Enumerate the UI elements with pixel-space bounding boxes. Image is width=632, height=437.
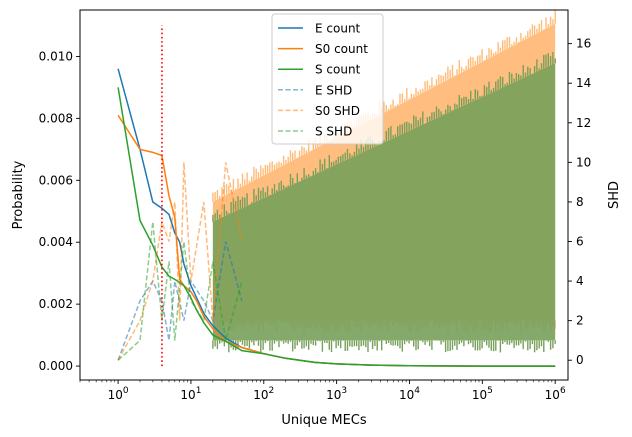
shd-band-edge <box>212 52 556 353</box>
shd-band-area <box>212 63 556 341</box>
legend-label-s0-shd: S0 SHD <box>315 104 360 118</box>
y-right-tick-label: 0 <box>576 353 584 367</box>
legend: E count S0 count S count E SHD S0 SHD S SHD <box>271 13 384 145</box>
y-right-tick-label: 16 <box>576 37 591 51</box>
shd-bands-layer <box>212 10 556 353</box>
y-right-tick-label: 8 <box>576 195 584 209</box>
x-tick-label: 101 <box>180 386 201 402</box>
x-axis-label: Unique MECs <box>281 413 366 428</box>
series-line-s-shd <box>117 221 243 361</box>
x-tick-label: 104 <box>399 386 420 402</box>
x-tick-label: 106 <box>545 386 566 402</box>
y-axis-label-right: SHD <box>607 181 622 209</box>
y-right-tick-label: 2 <box>576 314 584 328</box>
y-left-tick-label: 0.004 <box>39 235 73 249</box>
series-line-e-shd <box>117 241 243 361</box>
y-right-tick-label: 12 <box>576 116 591 130</box>
y-left-tick-label: 0.002 <box>39 297 73 311</box>
y-right-tick-label: 6 <box>576 234 584 248</box>
series-line-s0-shd <box>117 162 243 361</box>
y-left-tick-label: 0.000 <box>39 359 73 373</box>
legend-label-s0-count: S0 count <box>315 42 368 56</box>
y-right-tick-label: 14 <box>576 76 591 90</box>
y-left-tick-label: 0.006 <box>39 173 73 187</box>
y-left-tick-label: 0.010 <box>39 49 73 63</box>
series-layer <box>117 68 556 367</box>
axes-layer: 100 101 102 103 104 105 1060.0000.0020.0040.00… <box>39 37 592 402</box>
plot-frame <box>79 9 569 381</box>
x-tick-label: 100 <box>108 386 129 402</box>
legend-label-s-shd: S SHD <box>315 125 352 139</box>
x-tick-label: 102 <box>253 386 274 402</box>
legend-label-s-count: S count <box>315 63 361 77</box>
legend-label-e-shd: E SHD <box>315 83 352 97</box>
series-line-s-count <box>117 87 556 367</box>
legend-box <box>271 13 384 145</box>
y-axis-label-left: Probability <box>11 160 26 229</box>
shd-band-s-shd <box>212 52 556 353</box>
x-tick-label: 103 <box>326 386 347 402</box>
y-right-tick-label: 4 <box>576 274 584 288</box>
legend-items: E count S0 count S count E SHD S0 SHD S SHD <box>278 22 368 139</box>
y-left-tick-label: 0.008 <box>39 111 73 125</box>
y-right-tick-label: 10 <box>576 155 591 169</box>
x-tick-label: 105 <box>472 386 493 402</box>
legend-label-e-count: E count <box>315 22 361 36</box>
